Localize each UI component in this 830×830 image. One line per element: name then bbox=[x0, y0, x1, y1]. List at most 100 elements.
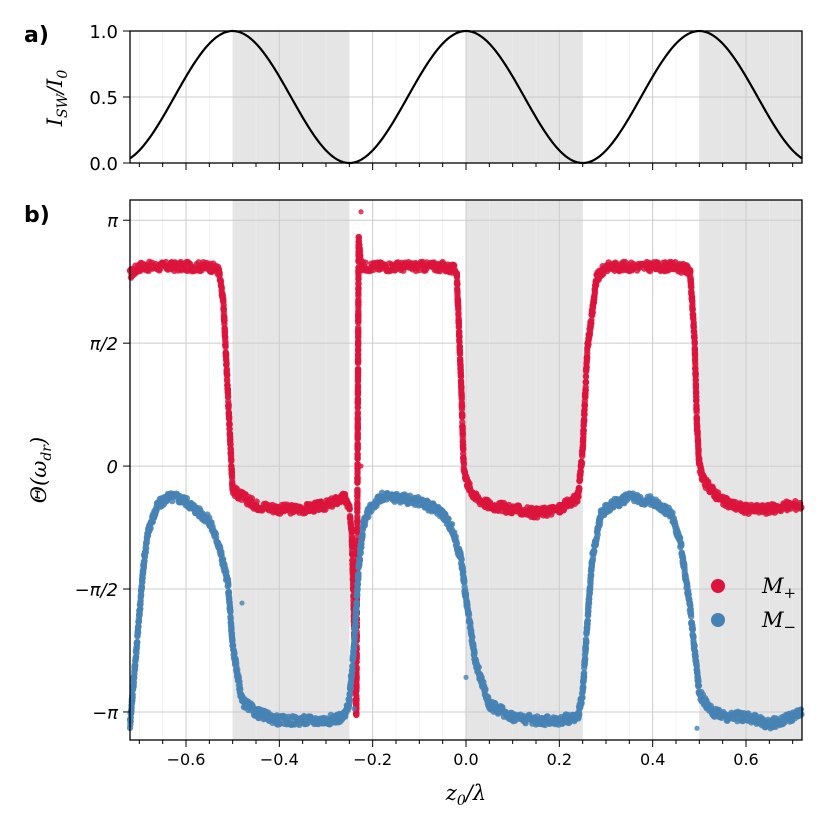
y-tick-label: −π/2 bbox=[75, 580, 118, 601]
series-point-m-minus bbox=[475, 663, 482, 671]
series-point-m-plus bbox=[691, 340, 698, 347]
series-point-m-minus bbox=[134, 638, 141, 646]
series-point-m-plus bbox=[695, 446, 702, 454]
series-point-m-plus bbox=[228, 456, 235, 464]
series-point-m-plus bbox=[576, 485, 583, 493]
series-point-m-plus bbox=[458, 384, 465, 392]
outlier-point bbox=[358, 209, 364, 215]
series-point-m-minus bbox=[687, 613, 695, 620]
series-point-m-plus bbox=[354, 500, 361, 507]
series-point-m-plus bbox=[455, 304, 462, 312]
x-tick-label: −0.6 bbox=[167, 750, 206, 769]
series-point-m-minus bbox=[579, 694, 586, 701]
series-point-m-minus bbox=[134, 629, 142, 636]
series-point-m-minus bbox=[580, 683, 587, 691]
series-point-m-minus bbox=[482, 686, 489, 693]
legend-marker-m-plus bbox=[711, 579, 725, 593]
panel-b-ticks: −0.6 −0.4 −0.2 0.0 0.2 0.4 0.6 π π/2 0 −π/2 −π bbox=[75, 211, 794, 769]
series-point-m-plus bbox=[224, 371, 231, 379]
x-tick-label: 0.0 bbox=[453, 750, 478, 769]
series-point-m-plus bbox=[355, 292, 362, 300]
series-point-m-plus bbox=[455, 323, 463, 330]
series-point-m-plus bbox=[582, 373, 590, 381]
shaded-region-0 bbox=[232, 200, 350, 740]
panel-b-shaded-regions bbox=[232, 200, 802, 740]
series-point-m-plus bbox=[692, 381, 700, 388]
series-point-m-minus bbox=[225, 582, 232, 589]
legend-marker-m-minus bbox=[711, 613, 725, 627]
series-point-m-plus bbox=[456, 333, 463, 341]
series-point-m-plus bbox=[355, 309, 362, 317]
series-point-m-plus bbox=[575, 493, 582, 501]
series-point-m-plus bbox=[346, 505, 353, 512]
series-point-m-plus bbox=[580, 427, 587, 434]
series-point-m-plus bbox=[460, 460, 468, 468]
series-point-m-plus bbox=[354, 388, 362, 395]
series-point-m-plus bbox=[584, 350, 591, 357]
shaded-region-1 bbox=[466, 200, 583, 740]
series-point-m-plus bbox=[354, 415, 362, 423]
panel-b-label: b) bbox=[24, 203, 50, 228]
series-point-m-plus bbox=[220, 301, 227, 309]
series-point-m-plus bbox=[354, 400, 362, 407]
series-point-m-plus bbox=[354, 526, 361, 533]
series-point-m-plus bbox=[688, 284, 695, 291]
series-point-m-plus bbox=[222, 343, 229, 351]
series-point-m-plus bbox=[798, 504, 805, 511]
series-point-m-plus bbox=[354, 381, 362, 389]
series-point-m-minus bbox=[471, 649, 478, 656]
series-point-m-plus bbox=[459, 430, 466, 437]
y-tick-label: 1.0 bbox=[89, 22, 118, 43]
series-point-m-minus bbox=[583, 637, 590, 645]
x-tick-label: −0.2 bbox=[353, 750, 392, 769]
series-point-m-plus bbox=[581, 402, 589, 409]
series-point-m-minus bbox=[356, 556, 364, 563]
series-point-m-plus bbox=[224, 393, 232, 400]
series-point-m-plus bbox=[577, 468, 584, 475]
series-point-m-minus bbox=[669, 509, 676, 516]
outlier-point bbox=[351, 706, 357, 712]
series-point-m-plus bbox=[460, 446, 467, 454]
series-point-m-plus bbox=[354, 434, 361, 442]
x-tick-label: 0.4 bbox=[640, 750, 665, 769]
series-point-m-minus bbox=[142, 545, 150, 552]
series-point-m-minus bbox=[355, 570, 362, 578]
series-point-m-plus bbox=[223, 365, 231, 373]
series-point-m-plus bbox=[218, 284, 226, 292]
series-point-m-plus bbox=[355, 286, 362, 293]
series-point-m-plus bbox=[225, 401, 232, 409]
panel-a-label: a) bbox=[24, 23, 49, 48]
panel-b-x-axis-label: z0/λ bbox=[445, 781, 486, 809]
series-point-m-minus bbox=[689, 626, 697, 633]
series-point-m-minus bbox=[448, 520, 456, 528]
series-point-m-plus bbox=[353, 684, 360, 691]
series-point-m-plus bbox=[354, 347, 362, 354]
outlier-point bbox=[463, 674, 469, 680]
series-point-m-plus bbox=[582, 379, 590, 386]
series-point-m-plus bbox=[454, 288, 461, 295]
series-point-m-plus bbox=[457, 373, 465, 380]
series-point-m-minus bbox=[581, 656, 589, 663]
y-tick-label: π bbox=[107, 211, 119, 232]
series-point-m-plus bbox=[585, 341, 592, 348]
outlier-point bbox=[694, 725, 700, 731]
series-point-m-plus bbox=[222, 351, 230, 358]
series-point-m-minus bbox=[353, 599, 361, 606]
series-point-m-plus bbox=[687, 268, 694, 275]
series-point-m-plus bbox=[692, 356, 699, 364]
panel-a-y-axis-label: ISW/I0 bbox=[43, 70, 71, 128]
series-point-m-plus bbox=[588, 317, 595, 324]
y-tick-label: −π bbox=[92, 703, 119, 724]
panel-a-intensity-plot: 0.0 0.5 1.0 a) ISW/I0 bbox=[24, 22, 803, 175]
series-point-m-minus bbox=[135, 618, 143, 625]
series-point-m-plus bbox=[583, 364, 590, 371]
series-point-m-plus bbox=[416, 266, 423, 274]
series-point-m-plus bbox=[355, 329, 362, 336]
series-point-m-plus bbox=[355, 280, 362, 288]
series-point-m-minus bbox=[469, 633, 476, 641]
series-point-m-plus bbox=[355, 324, 362, 331]
series-point-m-plus bbox=[355, 236, 363, 244]
series-point-m-plus bbox=[354, 353, 362, 361]
series-point-m-plus bbox=[226, 420, 233, 428]
